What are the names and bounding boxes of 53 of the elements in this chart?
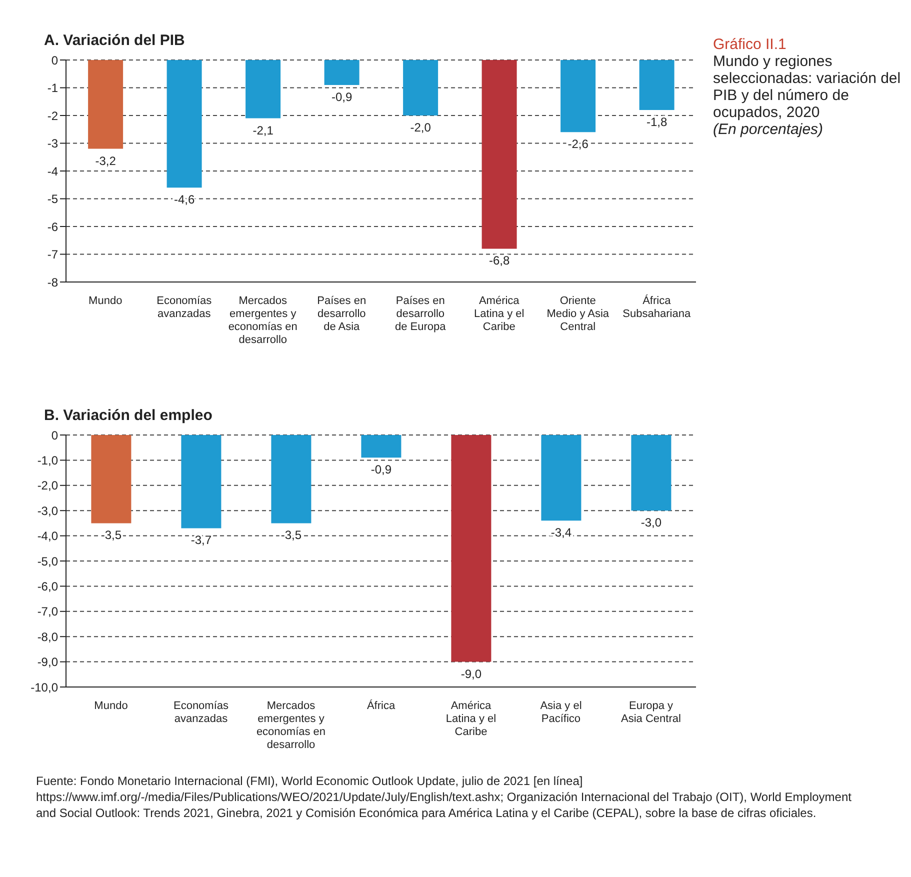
y-tick-label: -5	[47, 192, 58, 206]
data-label: -3,0	[640, 516, 662, 530]
y-tick-label: -5,0	[37, 554, 58, 568]
data-label: -3,7	[190, 533, 212, 548]
x-tick-label: Asia y el Pacífico	[540, 700, 582, 725]
x-tick-label: África Subsahariana	[622, 294, 692, 320]
data-label: -2,0	[410, 120, 432, 134]
source-note: Fuente: Fondo Monetario Internacional (FMI), World Economic Outlook Update, julio de 2021 [en línea] https://www.imf.org/-/media/Files/Publications/WEO/2021/Update/July/English/text.ashx; Organización Internacional del Trabajo (OIT), World Employment and Social Outlook: Trends 2021, Ginebra, 2021 y Comisión Económica para América Latina y el Caribe (CEPAL), sobre la base de cifras oficiales.	[36, 773, 852, 821]
y-tick-label: -7	[47, 248, 58, 262]
x-tick-label: América Latina y el Caribe	[446, 700, 496, 738]
x-tick-label: América Latina y el Caribe	[474, 295, 524, 333]
x-tick-label: Mercados emergentes y economías en desarrollo	[228, 295, 298, 346]
y-tick-label: -7,0	[37, 604, 58, 619]
x-tick-label: Mundo	[88, 295, 122, 307]
y-tick-label: -6	[47, 220, 58, 234]
chart-title: B. Variación del empleo	[44, 407, 214, 426]
text: Gráfico II.1	[713, 36, 788, 53]
x-tick-label: África	[366, 699, 396, 712]
data-label: -6,8	[488, 254, 510, 268]
data-label: -2,1	[252, 123, 274, 138]
y-tick-label: -2	[47, 108, 58, 123]
data-label: -0,9	[331, 90, 352, 104]
y-tick-label: -8,0	[37, 630, 58, 644]
y-tick-label: -1,0	[37, 453, 58, 468]
text: Mundo y regiones seleccionadas: variación del PIB y del número de ocupados, 2020	[713, 53, 902, 121]
data-label: -3,4	[550, 526, 572, 540]
data-label: -0,9	[370, 462, 392, 477]
x-tick-label: Mundo	[94, 700, 128, 712]
y-tick-label: -4	[47, 164, 58, 178]
y-tick-label: -10,0	[30, 680, 58, 694]
y-tick-label: -6,0	[37, 579, 58, 594]
x-tick-label: Países en desarrollo de Europa	[394, 295, 447, 333]
data-label: -1,8	[646, 114, 668, 129]
data-label: -3,2	[95, 154, 116, 168]
x-tick-label: Mercados emergentes y economías en desarrollo	[256, 700, 326, 751]
x-tick-label: Europa y Asia Central	[621, 700, 681, 725]
data-label: -4,6	[174, 192, 195, 207]
y-tick-label: 0	[51, 428, 58, 442]
y-tick-label: 0	[51, 53, 58, 68]
x-tick-label: Países en desarrollo de Asia	[317, 295, 366, 333]
chart-title: A. Variación del PIB	[44, 32, 186, 51]
y-tick-label: -3	[47, 136, 58, 151]
text: (En porcentajes)	[713, 121, 824, 138]
y-tick-label: -4,0	[37, 529, 58, 544]
x-tick-label: Economías avanzadas	[173, 700, 230, 725]
y-tick-label: -8	[47, 275, 58, 290]
y-tick-label: -2,0	[37, 478, 58, 493]
x-tick-label: Economías avanzadas	[156, 295, 212, 320]
y-tick-label: -3,0	[37, 504, 58, 518]
y-tick-label: -9,0	[37, 655, 58, 670]
x-tick-label: Oriente Medio y Asia Central	[546, 295, 610, 333]
data-label: -9,0	[460, 666, 482, 681]
y-tick-label: -1	[47, 81, 58, 96]
